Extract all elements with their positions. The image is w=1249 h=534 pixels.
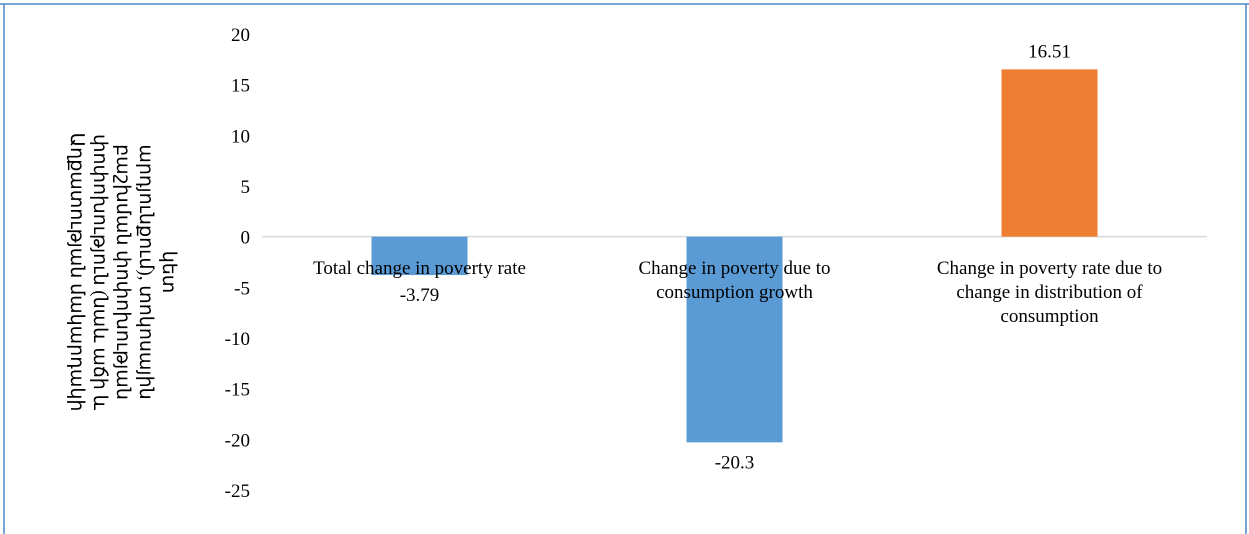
y-tick-label: -5 [234,278,250,299]
y-axis-title: Աղքատության մակարդակի փոփոխություն (նաև ա… [66,133,179,412]
category-label: consumption [1000,306,1099,327]
category-label: Total change in poverty rate [313,258,526,279]
bar [371,236,468,276]
y-axis-title-line: բաշխման փոփոխության [112,144,133,400]
y-tick-label: 15 [231,76,250,97]
y-axis-ticks: 20 15 10 5 0 -5 -10 -15 -20 -25 [225,25,250,502]
data-label: -20.3 [715,452,755,473]
category-labels: Total change in poverty rate Change in po… [313,258,1162,327]
category-label: Change in poverty due to [638,258,830,279]
y-axis-title-line: փոփոխություն (նաև աճի և [89,134,110,411]
data-label: 16.51 [1028,41,1071,62]
bar [1001,69,1098,237]
y-axis-title-line: Աղքատության մակարդակի [66,133,87,412]
data-label: -3.79 [400,285,440,306]
y-tick-label: 10 [231,126,250,147]
bars [371,69,1098,443]
y-axis-title-line: արդյունքում), տոկոսային [135,144,156,399]
y-tick-label: -15 [225,380,250,401]
y-tick-label: -10 [225,329,250,350]
y-axis-title-line: կետ [158,251,179,294]
bar [686,236,783,443]
category-label: change in distribution of [956,282,1143,303]
y-tick-label: 0 [241,228,251,249]
category-label: Change in poverty rate due to [937,258,1162,279]
y-tick-label: -20 [225,430,250,451]
value-labels: -3.79 -20.3 16.51 [400,41,1071,473]
y-tick-label: 5 [241,177,251,198]
category-label: consumption growth [656,282,813,303]
y-tick-label: 20 [231,25,250,46]
y-tick-label: -25 [225,481,250,502]
